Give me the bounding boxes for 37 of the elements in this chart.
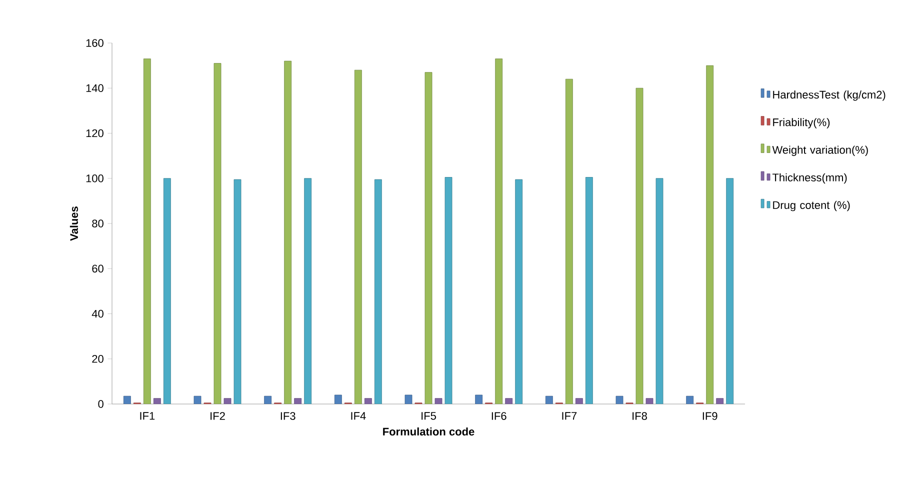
x-axis-title: Formulation code	[383, 427, 474, 436]
bar	[304, 178, 312, 404]
y-tick-label: 20	[92, 354, 104, 363]
legend-label: Drug cotent (%)	[773, 200, 850, 212]
x-tick-label: IF1	[140, 412, 155, 420]
x-tick-label: IF5	[422, 412, 436, 420]
bar	[163, 178, 171, 404]
bar	[565, 78, 573, 404]
bar	[585, 177, 593, 404]
x-tick-label: IF7	[562, 412, 577, 420]
y-tick-label: 0	[98, 400, 104, 408]
legend-label: Friability(%)	[773, 118, 830, 128]
bar	[143, 58, 151, 404]
x-tick-label: IF9	[702, 412, 718, 420]
y-tick-label: 40	[92, 310, 104, 318]
y-tick-label: 60	[92, 264, 104, 273]
bar	[706, 65, 714, 404]
y-tick-label: 120	[86, 129, 104, 138]
bar	[515, 179, 523, 404]
bar	[354, 70, 362, 404]
y-tick-label: 80	[92, 220, 104, 228]
bar	[374, 179, 382, 404]
x-tick-label: IF2	[210, 412, 225, 420]
x-tick-label: IF4	[351, 412, 366, 420]
y-tick-label: 140	[86, 84, 104, 92]
x-tick-label: IF3	[280, 412, 296, 420]
x-tick-label: IF8	[632, 412, 647, 420]
y-tick-label: 100	[86, 174, 104, 182]
bar	[284, 60, 292, 404]
x-tick-label: IF6	[492, 412, 506, 420]
legend-label: HardnessTest (kg/cm2)	[773, 90, 886, 101]
bar	[726, 178, 734, 404]
legend-label: Thickness(mm)	[772, 173, 847, 184]
y-tick-label: 160	[86, 39, 104, 47]
bar	[495, 58, 503, 404]
legend-label: Weight variation(%)	[772, 146, 868, 156]
y-axis-title: Values	[70, 206, 78, 241]
